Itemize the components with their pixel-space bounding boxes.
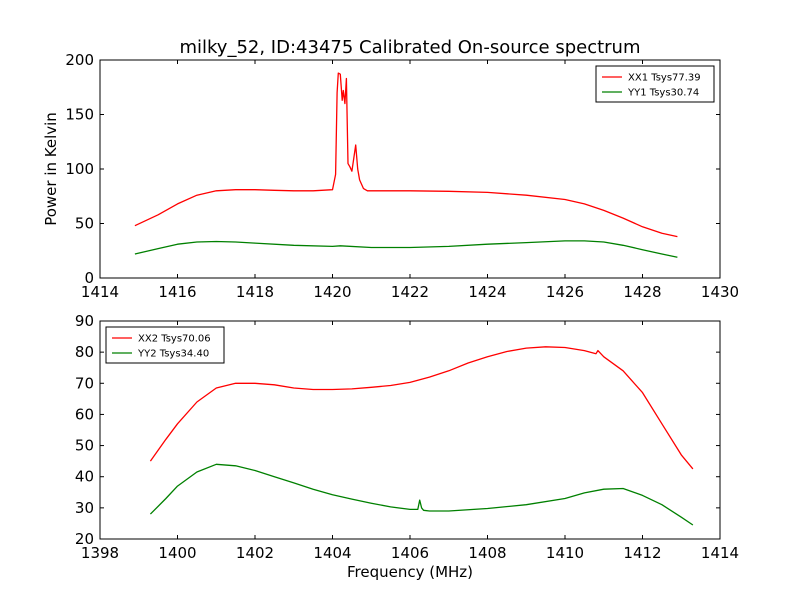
bottom-x-tick-label: 1410 <box>546 544 584 562</box>
bottom-series-line-2 <box>149 463 694 526</box>
bottom-legend: XX2 Tsys70.06 YY2 Tsys34.40 <box>105 326 225 364</box>
top-x-tick-label: 1430 <box>701 283 739 301</box>
bottom-x-tick-label: 1406 <box>391 544 429 562</box>
y-axis-label: Power in Kelvin <box>42 112 60 226</box>
x-axis-label: Frequency (MHz) <box>347 563 473 581</box>
bottom-y-tick-label: 40 <box>75 468 94 486</box>
bottom-x-tick-label: 1412 <box>623 544 661 562</box>
bottom-series-line-1 <box>149 346 694 470</box>
top-x-tick-label: 1414 <box>81 283 119 301</box>
top-legend-label-1: XX1 Tsys77.39 <box>628 73 701 84</box>
top-series-line-1 <box>134 72 678 238</box>
top-x-tick-label: 1424 <box>468 283 506 301</box>
top-series-line-2 <box>134 240 678 258</box>
top-x-tick-label: 1428 <box>623 283 661 301</box>
bottom-x-tick-label: 1404 <box>313 544 351 562</box>
top-x-tick-label: 1426 <box>546 283 584 301</box>
top-x-tick-label: 1416 <box>158 283 196 301</box>
top-y-tick-label: 150 <box>65 106 94 124</box>
bottom-y-tick-label: 60 <box>75 405 94 423</box>
top-legend: XX1 Tsys77.39 YY1 Tsys30.74 <box>595 65 715 103</box>
bottom-y-tick-label: 70 <box>75 374 94 392</box>
top-y-tick-label: 200 <box>65 51 94 69</box>
bottom-legend-label-1: XX2 Tsys70.06 <box>138 334 211 345</box>
bottom-y-tick-label: 30 <box>75 499 94 517</box>
bottom-x-tick-label: 1402 <box>236 544 274 562</box>
bottom-x-tick-label: 1400 <box>158 544 196 562</box>
top-y-tick-label: 50 <box>75 215 94 233</box>
top-panel: 1414 1416 1418 1420 1422 1424 1426 1428 1430 0 50 1… <box>65 51 739 301</box>
bottom-y-tick-label: 50 <box>75 437 94 455</box>
bottom-legend-label-2: YY2 Tsys34.40 <box>137 349 209 360</box>
top-y-tick-label: 0 <box>84 269 94 287</box>
top-x-tick-label: 1418 <box>236 283 274 301</box>
bottom-legend-box <box>105 326 225 364</box>
top-x-tick-label: 1422 <box>391 283 429 301</box>
bottom-y-tick-label: 90 <box>75 312 94 330</box>
bottom-y-tick-label: 20 <box>75 530 94 548</box>
bottom-panel: 1398 1400 1402 1404 1406 1408 1410 1412 1414 20 30… <box>75 312 739 562</box>
bottom-x-tick-label: 1398 <box>81 544 119 562</box>
top-x-tick-label: 1420 <box>313 283 351 301</box>
bottom-x-tick-label: 1408 <box>468 544 506 562</box>
top-legend-box <box>595 65 715 103</box>
figure-title: milky_52, ID:43475 Calibrated On-source … <box>179 37 640 58</box>
bottom-x-tick-label: 1414 <box>701 544 739 562</box>
top-legend-label-2: YY1 Tsys30.74 <box>627 88 699 99</box>
top-y-tick-label: 100 <box>65 160 94 178</box>
bottom-y-tick-label: 80 <box>75 343 94 361</box>
